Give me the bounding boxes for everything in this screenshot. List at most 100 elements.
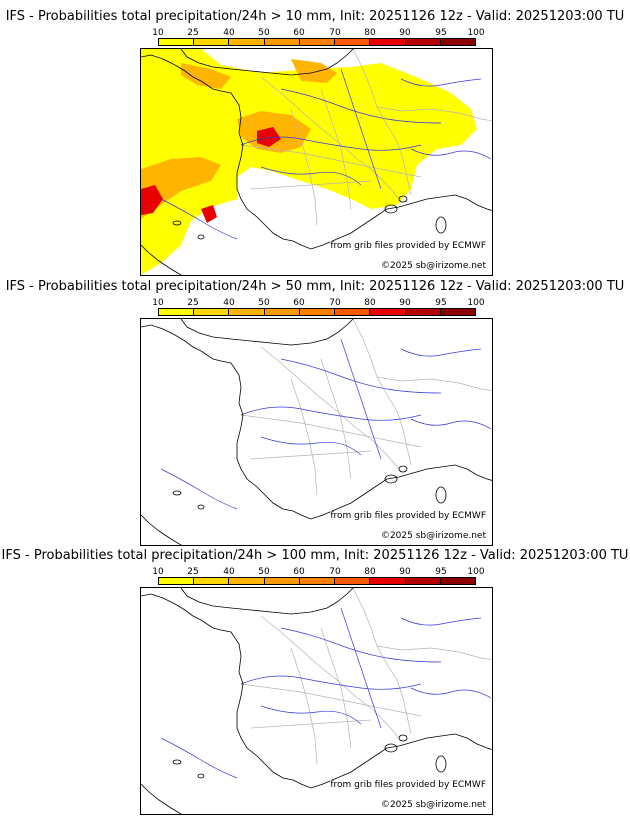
island xyxy=(398,734,408,742)
river xyxy=(400,348,482,357)
copyright-credit: ©2025 sb@irizome.net xyxy=(380,800,486,810)
legend-swatch xyxy=(159,39,195,45)
legend-swatch xyxy=(299,39,336,45)
island xyxy=(197,234,205,240)
river xyxy=(260,166,362,186)
legend-swatch xyxy=(405,309,441,315)
admin-border xyxy=(240,144,422,178)
legend-tick: 60 xyxy=(293,567,305,577)
river xyxy=(240,675,422,690)
legend-bar xyxy=(158,308,476,316)
legend-tick: 40 xyxy=(223,567,235,577)
legend-tick: 95 xyxy=(435,298,447,308)
admin-border xyxy=(290,647,318,765)
precip-area-10 xyxy=(141,49,477,275)
island xyxy=(398,465,408,473)
legend-swatch xyxy=(229,39,265,45)
admin-border xyxy=(290,108,318,226)
color-legend: 10 25 40 50 60 70 80 90 95 100 xyxy=(152,567,485,593)
river xyxy=(280,358,442,394)
panel-title: IFS - Probabilities total precipitation/… xyxy=(1,548,629,563)
legend-swatch xyxy=(264,578,300,584)
copyright-credit: ©2025 sb@irizome.net xyxy=(380,261,486,271)
legend-swatch xyxy=(229,309,265,315)
legend-swatch xyxy=(370,39,406,45)
precip-area-80 xyxy=(257,127,281,147)
legend-swatch xyxy=(159,578,195,584)
precip-area-40 xyxy=(181,63,231,89)
legend-swatch xyxy=(299,578,336,584)
admin-border xyxy=(260,76,400,200)
island xyxy=(384,474,398,484)
legend-tick: 10 xyxy=(152,28,164,38)
legend-tick: 90 xyxy=(399,567,411,577)
copyright-credit: ©2025 sb@irizome.net xyxy=(380,531,486,541)
color-legend: 10 25 40 50 60 70 80 90 95 100 xyxy=(152,28,485,54)
legend-tick: 90 xyxy=(399,28,411,38)
legend-tick: 50 xyxy=(258,567,270,577)
coastline xyxy=(141,54,492,250)
admin-border xyxy=(260,346,400,470)
coastline xyxy=(141,244,183,275)
legend-swatch xyxy=(299,309,336,315)
island xyxy=(197,504,205,510)
admin-border xyxy=(320,627,352,749)
legend-tick: 70 xyxy=(329,28,341,38)
legend-tick: 80 xyxy=(364,28,376,38)
legend-tick: 25 xyxy=(187,28,199,38)
island xyxy=(435,755,447,773)
legend-swatch xyxy=(194,309,230,315)
legend-tick: 100 xyxy=(467,28,485,38)
legend-tick: 25 xyxy=(187,567,199,577)
map-panel-10mm: IFS - Probabilities total precipitation/… xyxy=(0,0,630,276)
island xyxy=(435,486,447,504)
legend-labels: 10 25 40 50 60 70 80 90 95 100 xyxy=(152,298,484,308)
river xyxy=(410,148,492,160)
river xyxy=(400,78,482,87)
admin-border xyxy=(352,49,412,196)
legend-labels: 10 25 40 50 60 70 80 90 95 100 xyxy=(152,567,484,577)
coastline xyxy=(180,588,354,615)
river xyxy=(160,468,238,510)
map-canvas xyxy=(141,49,492,275)
panel-title: IFS - Probabilities total precipitation/… xyxy=(5,279,625,294)
precip-area-40 xyxy=(291,59,337,83)
river xyxy=(340,607,382,729)
river xyxy=(280,88,442,124)
legend-swatch xyxy=(335,39,371,45)
legend-tick: 60 xyxy=(293,298,305,308)
island xyxy=(172,220,182,226)
island xyxy=(384,743,398,753)
precip-area-40 xyxy=(141,157,221,219)
legend-tick: 50 xyxy=(258,28,270,38)
legend-tick: 10 xyxy=(152,567,164,577)
legend-tick: 50 xyxy=(258,298,270,308)
map-panel-50mm: IFS - Probabilities total precipitation/… xyxy=(0,270,630,546)
legend-tick: 80 xyxy=(364,567,376,577)
legend-swatch xyxy=(440,309,475,315)
legend-swatch xyxy=(335,309,371,315)
legend-tick: 40 xyxy=(223,28,235,38)
admin-border xyxy=(240,683,422,717)
map-frame: from grib files provided by ECMWF ©2025 … xyxy=(140,318,493,546)
admin-border xyxy=(376,376,492,392)
admin-border xyxy=(320,88,352,210)
legend-swatch xyxy=(229,578,265,584)
admin-border xyxy=(352,588,412,735)
legend-swatch xyxy=(335,578,371,584)
source-credit: from grib files provided by ECMWF xyxy=(330,511,486,521)
legend-tick: 80 xyxy=(364,298,376,308)
legend-tick: 70 xyxy=(329,298,341,308)
island xyxy=(435,216,447,234)
legend-swatch xyxy=(440,578,475,584)
legend-labels: 10 25 40 50 60 70 80 90 95 100 xyxy=(152,28,484,38)
river xyxy=(340,68,382,190)
legend-tick: 25 xyxy=(187,298,199,308)
coastline xyxy=(141,593,492,789)
river xyxy=(280,627,442,663)
river xyxy=(410,418,492,430)
legend-tick: 10 xyxy=(152,298,164,308)
map-canvas xyxy=(141,588,492,814)
coastline xyxy=(141,324,492,520)
legend-tick: 95 xyxy=(435,28,447,38)
